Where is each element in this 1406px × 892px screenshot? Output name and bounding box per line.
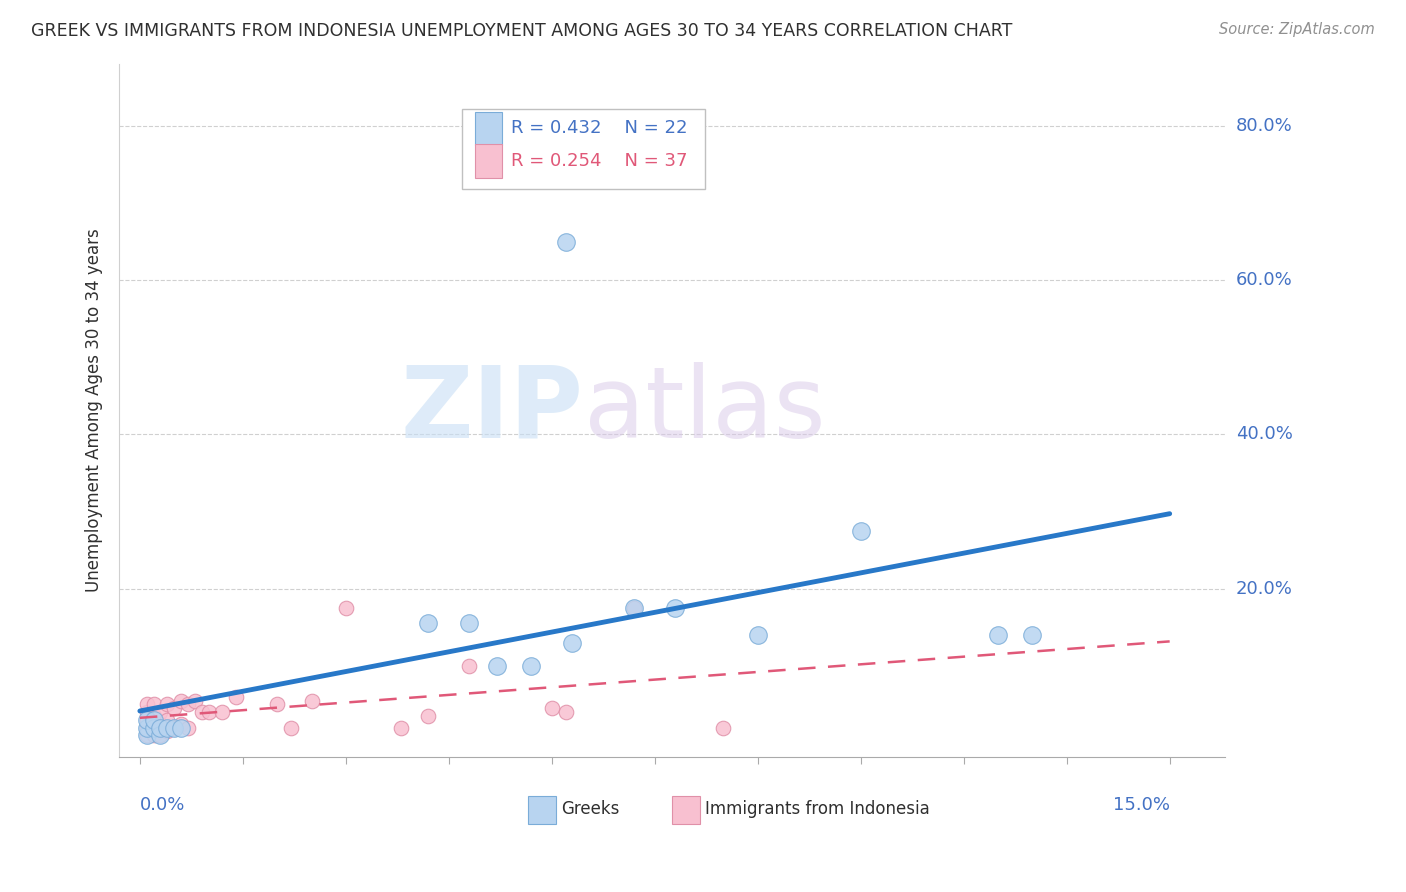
Point [554,705,576,719]
Point [389,721,412,735]
Text: 80.0%: 80.0% [1236,117,1292,135]
Point [554,235,576,249]
Point [142,721,165,735]
Point [149,728,172,742]
Point [540,701,562,715]
Bar [672,797,700,824]
Point [1021,628,1043,642]
Point [184,693,207,707]
Point [623,601,645,615]
Point [135,728,157,742]
Text: R = 0.432    N = 22: R = 0.432 N = 22 [510,120,688,137]
Point [520,658,543,673]
Point [163,701,186,715]
Bar [463,109,704,189]
Text: Greeks: Greeks [561,800,620,818]
Point [156,713,179,727]
Point [418,709,440,723]
Bar [475,145,502,178]
Point [170,716,193,731]
Point [177,721,200,735]
Text: 0.0%: 0.0% [139,796,186,814]
Point [135,698,157,712]
Point [197,705,219,719]
Point [266,698,288,712]
Point [713,721,735,735]
Point [170,721,193,735]
Point [135,721,157,735]
Point [156,698,179,712]
Point [225,690,247,704]
Text: 60.0%: 60.0% [1236,271,1292,289]
Point [142,709,165,723]
Point [156,721,179,735]
Bar [529,797,555,824]
Text: R = 0.254    N = 37: R = 0.254 N = 37 [510,152,688,170]
Point [211,705,233,719]
Point [458,616,481,631]
Point [485,658,508,673]
Point [149,716,172,731]
Point [280,721,302,735]
Point [190,705,212,719]
Point [135,728,157,742]
Bar [475,112,502,145]
Point [163,721,186,735]
Text: Immigrants from Indonesia: Immigrants from Indonesia [704,800,929,818]
Point [149,721,172,735]
Point [163,721,186,735]
Point [335,601,357,615]
Point [177,698,200,712]
Point [623,601,645,615]
Point [142,728,165,742]
Point [664,601,686,615]
Point [458,658,481,673]
Text: atlas: atlas [583,362,825,459]
Point [135,705,157,719]
Point [156,724,179,739]
Text: 20.0%: 20.0% [1236,580,1292,598]
Y-axis label: Unemployment Among Ages 30 to 34 years: Unemployment Among Ages 30 to 34 years [86,228,103,592]
Point [149,728,172,742]
Point [747,628,769,642]
Point [987,628,1010,642]
Text: 15.0%: 15.0% [1112,796,1170,814]
Text: Source: ZipAtlas.com: Source: ZipAtlas.com [1219,22,1375,37]
Point [301,693,323,707]
Point [142,713,165,727]
Point [142,721,165,735]
Point [561,635,583,649]
Point [135,721,157,735]
Point [849,524,872,538]
Text: ZIP: ZIP [401,362,583,459]
Point [135,713,157,727]
Text: 40.0%: 40.0% [1236,425,1292,443]
Point [170,693,193,707]
Text: GREEK VS IMMIGRANTS FROM INDONESIA UNEMPLOYMENT AMONG AGES 30 TO 34 YEARS CORREL: GREEK VS IMMIGRANTS FROM INDONESIA UNEMP… [31,22,1012,40]
Point [135,713,157,727]
Point [418,616,440,631]
Point [142,698,165,712]
Point [149,705,172,719]
